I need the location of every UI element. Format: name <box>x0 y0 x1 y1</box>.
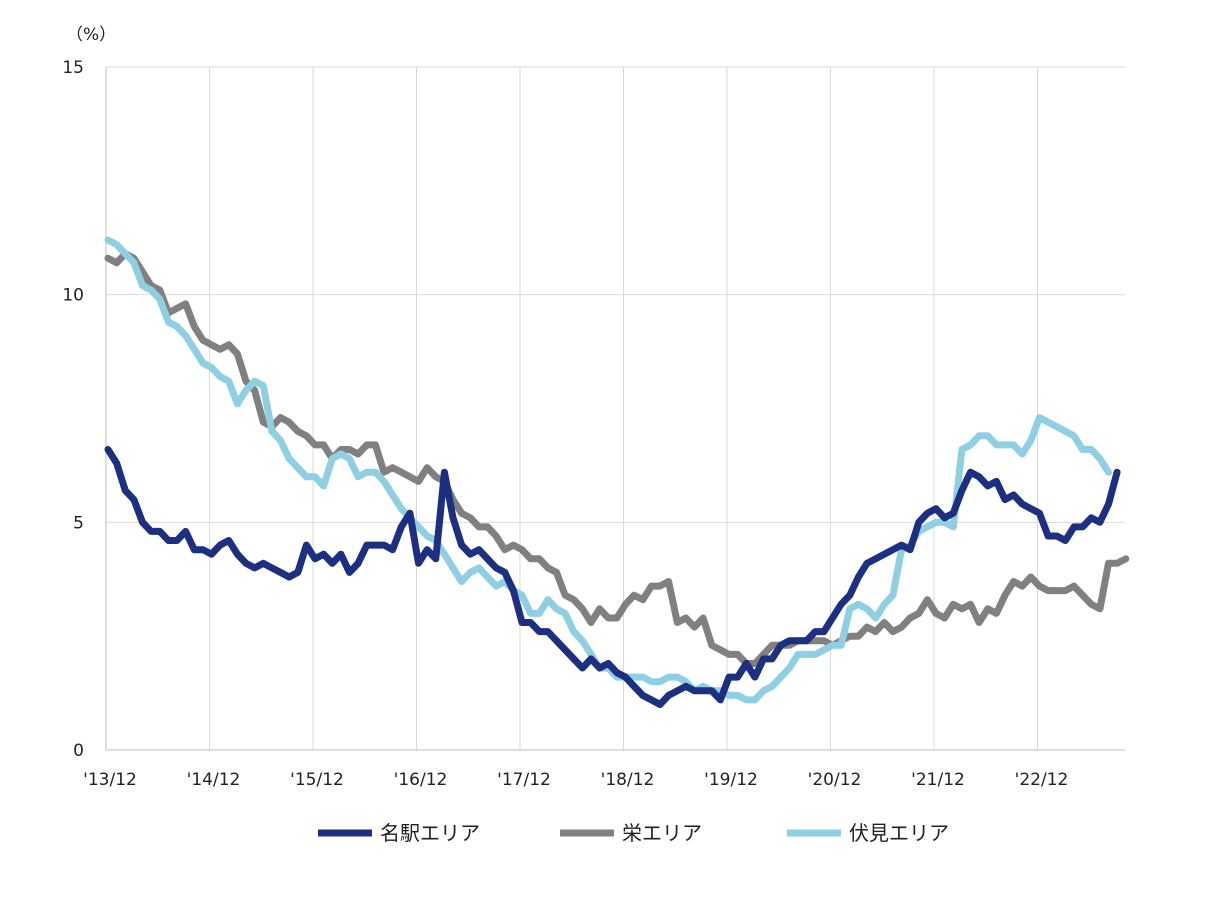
grid-lines <box>106 66 1125 750</box>
x-tick-label: '19/12 <box>704 770 758 790</box>
axes <box>105 67 1125 751</box>
x-tick-label: '14/12 <box>187 770 241 790</box>
series-line-2 <box>104 250 1130 667</box>
x-tick-labels: '13/12 '14/12 '15/12 '16/12 '17/12 '18/12 '19/… <box>83 770 1068 790</box>
y-tick-label: 5 <box>73 513 84 533</box>
x-tick-label: '13/12 <box>83 770 137 790</box>
y-tick-label: 15 <box>62 58 84 78</box>
y-tick-label: 10 <box>62 286 84 306</box>
x-tick-label: '21/12 <box>911 770 965 790</box>
x-tick-label: '22/12 <box>1015 770 1069 790</box>
series-line-3 <box>104 236 1112 704</box>
legend-item: 伏見エリア <box>787 821 949 845</box>
legend-label: 栄エリア <box>622 821 702 845</box>
legend-label: 伏見エリア <box>849 821 949 845</box>
x-tick-label: '16/12 <box>394 770 448 790</box>
y-axis-unit-label: （%） <box>66 25 116 45</box>
x-tick-label: '18/12 <box>601 770 655 790</box>
series-line-1 <box>104 446 1121 708</box>
y-tick-labels: 0 5 10 15 <box>62 58 84 761</box>
legend-label: 名駅エリア <box>380 821 480 845</box>
x-tick-label: '15/12 <box>290 770 344 790</box>
legend-item: 栄エリア <box>560 821 702 845</box>
x-tick-label: '17/12 <box>497 770 551 790</box>
legend-item: 名駅エリア <box>318 821 480 845</box>
y-tick-label: 0 <box>73 741 84 761</box>
series-lines <box>104 236 1130 708</box>
legend: 名駅エリア 栄エリア 伏見エリア <box>318 821 949 845</box>
x-tick-label: '20/12 <box>808 770 862 790</box>
